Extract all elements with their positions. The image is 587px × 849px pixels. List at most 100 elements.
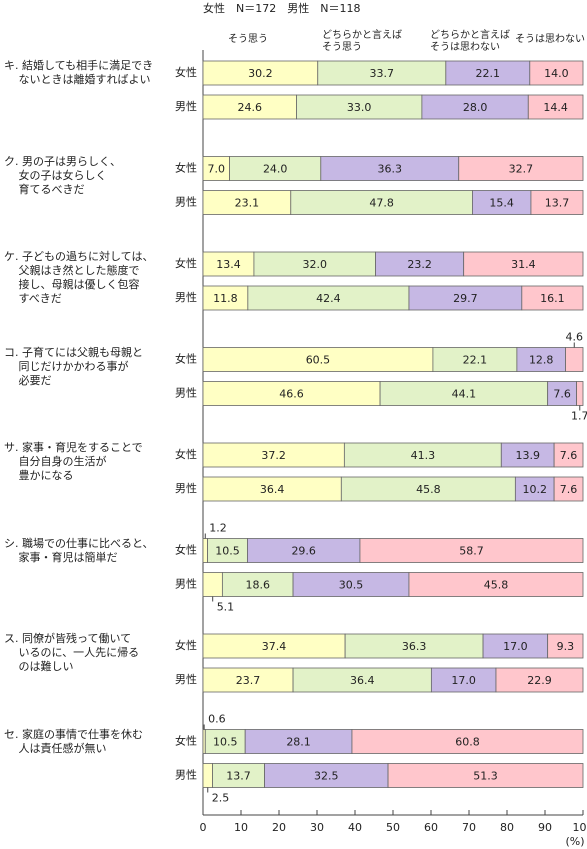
row-label: 女性 xyxy=(175,638,197,652)
bar-segment xyxy=(359,538,584,563)
bar-segment xyxy=(292,667,432,693)
x-tick-label: 0 xyxy=(200,821,207,834)
bar-segment xyxy=(202,538,208,563)
bar-segment xyxy=(202,381,381,406)
value-label: 30.5 xyxy=(339,579,364,592)
x-tick-label: 60 xyxy=(424,821,438,834)
value-label: 46.6 xyxy=(279,388,304,401)
bar-segment xyxy=(202,572,223,597)
row-label: 男性 xyxy=(175,672,197,686)
value-label: 36.4 xyxy=(260,483,285,496)
bar-segment xyxy=(387,763,584,788)
value-label: 15.4 xyxy=(489,197,514,210)
value-label: 13.4 xyxy=(216,258,241,271)
value-label: 17.0 xyxy=(503,640,528,653)
bar-segment xyxy=(430,667,497,693)
value-label: 22.9 xyxy=(527,674,552,687)
value-label: 14.0 xyxy=(544,67,569,80)
bar-segment xyxy=(320,156,460,181)
value-label: 23.2 xyxy=(407,258,432,271)
value-label: 33.7 xyxy=(370,67,395,80)
row-label: 女性 xyxy=(175,447,197,461)
bar-segment xyxy=(351,729,584,754)
value-label: 23.1 xyxy=(235,197,260,210)
value-label: 47.8 xyxy=(369,197,394,210)
value-label: 32.0 xyxy=(302,258,327,271)
row-label: 男性 xyxy=(175,195,197,209)
value-label: 24.6 xyxy=(237,101,262,114)
value-label: 44.1 xyxy=(452,388,477,401)
value-label: 45.8 xyxy=(416,483,441,496)
question-label: サ. 家事・育児をすることで 自分自身の生活が 豊かになる xyxy=(4,441,143,482)
x-tick-label: 20 xyxy=(272,821,286,834)
x-tick-label: 30 xyxy=(310,821,324,834)
bar-segment xyxy=(547,633,584,659)
value-label: 30.2 xyxy=(248,67,273,80)
value-label: 32.7 xyxy=(509,163,534,176)
value-label: 29.7 xyxy=(453,292,478,305)
bar-segment xyxy=(529,60,584,86)
value-label: 22.1 xyxy=(463,354,488,367)
row-label: 男性 xyxy=(175,99,197,113)
value-label: 13.7 xyxy=(226,770,251,783)
value-label: 14.4 xyxy=(543,101,568,114)
value-label: 28.1 xyxy=(286,736,311,749)
value-label: 36.3 xyxy=(378,163,403,176)
bar-segment xyxy=(253,251,376,277)
value-label: 18.6 xyxy=(245,579,270,592)
question-label: セ. 家庭の事情で仕事を休む 人は責任感が無い xyxy=(4,727,143,755)
bar-segment xyxy=(247,538,361,563)
value-label: 37.2 xyxy=(261,449,286,462)
value-label: 58.7 xyxy=(459,545,484,558)
value-label: 41.3 xyxy=(411,449,436,462)
bar-segment xyxy=(482,633,549,659)
value-label: 11.8 xyxy=(213,292,238,305)
row-label: 男性 xyxy=(175,481,197,495)
bar-segment xyxy=(458,156,584,181)
x-tick-label: 80 xyxy=(500,821,514,834)
value-label: 45.8 xyxy=(484,579,509,592)
row-label: 女性 xyxy=(175,352,197,366)
bar-segment xyxy=(202,763,213,788)
value-label: 10.2 xyxy=(522,483,547,496)
value-label: 28.0 xyxy=(463,101,488,114)
bar-segment xyxy=(212,763,265,788)
bar-segment xyxy=(375,251,465,277)
value-label: 16.1 xyxy=(540,292,565,305)
row-label: 男性 xyxy=(175,768,197,782)
value-label: 13.9 xyxy=(515,449,540,462)
bar-segment xyxy=(202,251,255,277)
x-tick-label: 90 xyxy=(538,821,552,834)
bar-segment xyxy=(463,251,584,277)
value-label: 7.6 xyxy=(553,388,571,401)
row-label: 男性 xyxy=(175,386,197,400)
bar-segment xyxy=(432,347,518,372)
bar-segment xyxy=(221,572,294,597)
value-label: 7.6 xyxy=(560,449,578,462)
bar-segment xyxy=(244,729,353,754)
value-label: 23.7 xyxy=(236,674,261,687)
bar-segment xyxy=(421,94,529,120)
value-label: 42.4 xyxy=(316,292,341,305)
bar-segment xyxy=(500,442,555,468)
value-label: 60.8 xyxy=(455,736,480,749)
row-label: 女性 xyxy=(175,734,197,748)
x-tick-label: 100 xyxy=(573,821,587,834)
bar-segment xyxy=(343,442,502,468)
row-label: 女性 xyxy=(175,256,197,270)
bar-segment xyxy=(565,347,584,372)
bar-segment xyxy=(530,190,584,215)
bar-segment xyxy=(527,94,584,120)
bar-segment xyxy=(202,347,434,372)
question-label: シ. 職場での仕事に比べると、 家事・育児は簡単だ xyxy=(4,536,154,564)
value-label: 33.0 xyxy=(347,101,372,114)
value-label: 29.6 xyxy=(291,545,316,558)
bar-segment xyxy=(317,60,447,86)
question-label: コ. 子育てには父親も母親と 同じだけかかわる事が 必要だ xyxy=(4,345,143,387)
value-label: 12.8 xyxy=(529,354,554,367)
bar-segment xyxy=(576,381,584,406)
bar-segment xyxy=(340,476,516,502)
bar-segment xyxy=(229,156,322,181)
